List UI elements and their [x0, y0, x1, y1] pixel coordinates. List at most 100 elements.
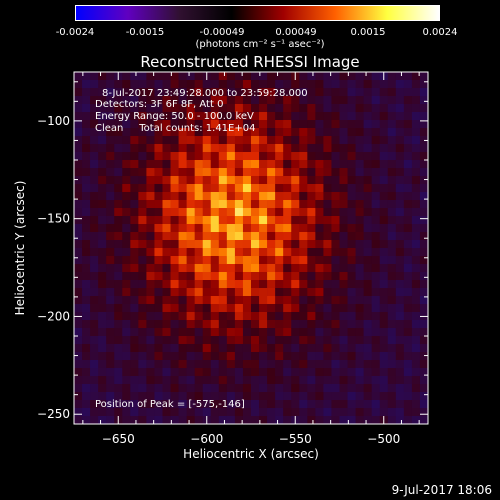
- heatmap-cell: [307, 256, 316, 265]
- heatmap-cell: [411, 344, 421, 353]
- heatmap-cell: [291, 112, 300, 121]
- heatmap-cell: [331, 88, 340, 97]
- heatmap-cell: [74, 320, 83, 329]
- heatmap-cell: [403, 216, 413, 225]
- heatmap-cell: [170, 136, 179, 145]
- heatmap-cell: [242, 360, 252, 369]
- heatmap-cell: [371, 336, 381, 345]
- heatmap-cell: [339, 120, 348, 129]
- heatmap-cell: [275, 328, 284, 337]
- heatmap-cell: [98, 120, 107, 129]
- heatmap-cell: [363, 128, 372, 137]
- heatmap-cell: [154, 304, 163, 313]
- heatmap-cell: [403, 256, 413, 265]
- heatmap-cell: [178, 168, 187, 177]
- heatmap-cell: [106, 72, 115, 81]
- heatmap-cell: [347, 336, 356, 345]
- heatmap-cell: [138, 192, 147, 201]
- heatmap-cell: [242, 336, 252, 345]
- heatmap-cell: [234, 208, 244, 217]
- heatmap-cell: [114, 344, 123, 353]
- heatmap-cell: [218, 200, 228, 209]
- heatmap-cell: [162, 296, 171, 305]
- heatmap-cell: [331, 152, 340, 161]
- heatmap-cell: [251, 96, 260, 105]
- heatmap-cell: [82, 112, 91, 121]
- heatmap-cell: [347, 360, 356, 369]
- heatmap-cell: [170, 208, 179, 217]
- heatmap-cell: [74, 288, 83, 297]
- heatmap-cell: [299, 320, 308, 329]
- heatmap-cell: [371, 144, 381, 153]
- heatmap-cell: [251, 256, 260, 265]
- heatmap-cell: [363, 392, 372, 401]
- heatmap-cell: [170, 160, 179, 169]
- heatmap-cell: [355, 336, 364, 345]
- heatmap-cell: [411, 280, 421, 289]
- heatmap-cell: [82, 136, 91, 145]
- heatmap-cell: [122, 144, 131, 153]
- heatmap-cell: [122, 288, 131, 297]
- heatmap-cell: [291, 336, 300, 345]
- heatmap-cell: [339, 184, 348, 193]
- heatmap-cell: [403, 376, 413, 385]
- heatmap-cell: [339, 112, 348, 121]
- heatmap-cell: [267, 336, 276, 345]
- heatmap-cell: [98, 288, 107, 297]
- heatmap-cell: [146, 264, 155, 273]
- heatmap-cell: [291, 120, 300, 129]
- heatmap-cell: [299, 392, 308, 401]
- heatmap-cell: [331, 168, 340, 177]
- heatmap-cell: [411, 128, 421, 137]
- heatmap-cell: [323, 256, 332, 265]
- heatmap-cell: [242, 176, 252, 185]
- heatmap-cell: [82, 384, 91, 393]
- heatmap-cell: [387, 288, 397, 297]
- heatmap-cell: [323, 400, 332, 409]
- heatmap-cell: [218, 208, 228, 217]
- heatmap-cell: [74, 240, 83, 249]
- heatmap-cell: [267, 128, 276, 137]
- heatmap-cell: [226, 112, 236, 121]
- heatmap-cell: [331, 248, 340, 257]
- heatmap-cell: [371, 192, 381, 201]
- heatmap-cell: [210, 384, 220, 393]
- heatmap-cell: [162, 256, 171, 265]
- heatmap-cell: [226, 400, 236, 409]
- heatmap-cell: [106, 368, 115, 377]
- heatmap-cell: [275, 368, 284, 377]
- heatmap-cell: [387, 72, 397, 81]
- heatmap-cell: [259, 272, 268, 281]
- heatmap-cell: [234, 344, 244, 353]
- heatmap-cell: [146, 416, 155, 425]
- heatmap-cell: [339, 88, 348, 97]
- heatmap-cell: [395, 72, 405, 81]
- heatmap-cell: [419, 72, 429, 81]
- heatmap-cell: [419, 232, 429, 241]
- heatmap-cell: [395, 368, 405, 377]
- heatmap-cell: [363, 256, 372, 265]
- heatmap-cell: [251, 184, 260, 193]
- heatmap-cell: [371, 112, 381, 121]
- heatmap-cell: [242, 208, 252, 217]
- heatmap-cell: [419, 352, 429, 361]
- heatmap-cell: [162, 72, 171, 81]
- heatmap-cell: [242, 384, 252, 393]
- heatmap-cell: [379, 232, 389, 241]
- heatmap-cell: [315, 248, 324, 257]
- heatmap-cell: [90, 320, 99, 329]
- heatmap-cell: [114, 224, 123, 233]
- heatmap-cell: [234, 392, 244, 401]
- heatmap-cell: [210, 128, 220, 137]
- heatmap-cell: [226, 120, 236, 129]
- heatmap-cell: [275, 336, 284, 345]
- heatmap-cell: [242, 400, 252, 409]
- heatmap-cell: [259, 176, 268, 185]
- heatmap-cell: [387, 392, 397, 401]
- heatmap-cell: [170, 368, 179, 377]
- heatmap-cell: [218, 168, 228, 177]
- heatmap-cell: [154, 400, 163, 409]
- heatmap-cell: [419, 376, 429, 385]
- heatmap-cell: [218, 224, 228, 233]
- heatmap-cell: [355, 136, 364, 145]
